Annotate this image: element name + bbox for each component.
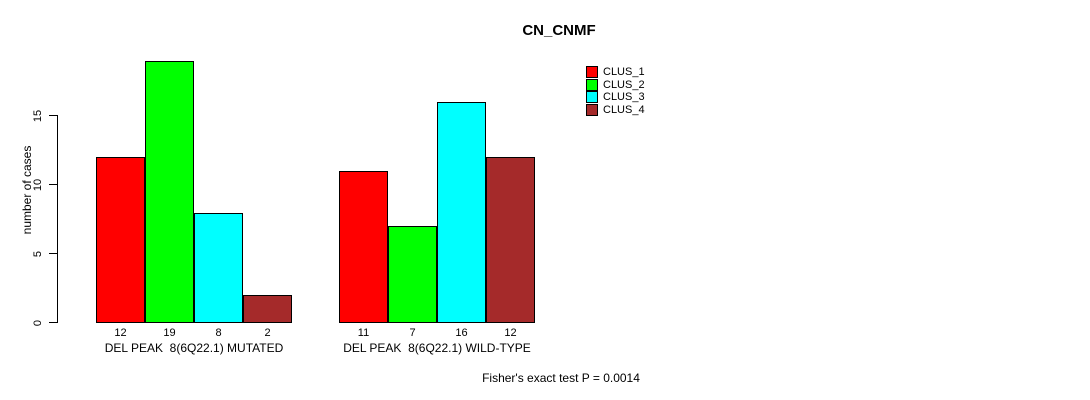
legend-swatch-icon — [586, 104, 598, 116]
bar-clus_1-group2 — [339, 171, 388, 323]
legend-label: CLUS_3 — [603, 91, 645, 103]
legend-swatch-icon — [586, 91, 598, 103]
legend-label: CLUS_4 — [603, 104, 645, 116]
bar-value-label: 16 — [455, 327, 468, 339]
bar-clus_4-group2 — [486, 157, 535, 323]
x-category-label: DEL PEAK 8(6Q22.1) MUTATED — [104, 341, 284, 355]
legend-item-clus_1: CLUS_1 — [586, 66, 645, 78]
legend-item-clus_4: CLUS_4 — [586, 104, 645, 116]
legend-swatch-icon — [586, 79, 598, 91]
legend-label: CLUS_2 — [603, 79, 645, 91]
bar-value-label: 12 — [504, 327, 517, 339]
legend-item-clus_3: CLUS_3 — [586, 91, 645, 103]
footnote-text: Fisher's exact test P = 0.0014 — [482, 371, 640, 385]
x-category-label: DEL PEAK 8(6Q22.1) WILD-TYPE — [343, 341, 531, 355]
bar-value-label: 8 — [215, 327, 222, 339]
bar-clus_4-group1 — [243, 295, 292, 323]
y-tick-label: 10 — [32, 178, 44, 191]
bar-value-label: 12 — [114, 327, 127, 339]
legend-label: CLUS_1 — [603, 66, 645, 78]
bar-value-label: 7 — [409, 327, 416, 339]
y-tick-label: 15 — [32, 109, 44, 122]
y-tick-label: 5 — [32, 250, 44, 257]
legend-item-clus_2: CLUS_2 — [586, 79, 645, 91]
y-tick-mark — [49, 115, 57, 116]
bar-clus_2-group2 — [388, 226, 437, 323]
y-axis-line — [57, 115, 58, 323]
y-tick-mark — [49, 322, 57, 323]
bar-clus_3-group1 — [194, 213, 243, 323]
bar-value-label: 19 — [163, 327, 176, 339]
bar-clus_2-group1 — [145, 61, 194, 323]
y-tick-mark — [49, 253, 57, 254]
bar-value-label: 2 — [264, 327, 271, 339]
y-tick-mark — [49, 184, 57, 185]
bar-value-label: 11 — [357, 327, 370, 339]
legend-swatch-icon — [586, 66, 598, 78]
y-tick-label: 0 — [32, 319, 44, 326]
chart-title: CN_CNMF — [522, 22, 596, 39]
bar-clus_1-group1 — [96, 157, 145, 323]
bar-clus_3-group2 — [437, 102, 486, 323]
